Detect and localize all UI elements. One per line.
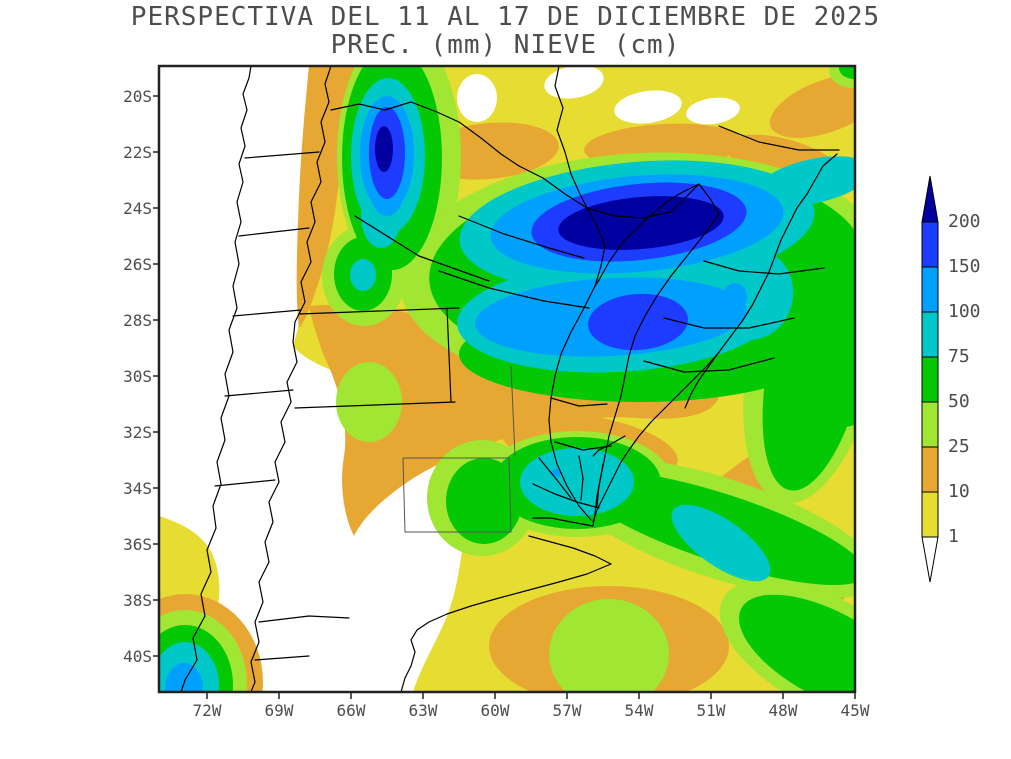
x-tick-label: 48W	[768, 701, 798, 720]
y-tick-label: 22S	[123, 143, 152, 162]
colorbar-label: 50	[948, 391, 970, 412]
y-tick-label: 26S	[123, 255, 152, 274]
x-tick-label: 57W	[552, 701, 582, 720]
x-tick-label: 66W	[336, 701, 366, 720]
map-title: PERSPECTIVA DEL 11 AL 17 DE DICIEMBRE DE…	[130, 2, 881, 32]
colorbar	[921, 175, 939, 583]
colorbar-label: 75	[948, 346, 970, 367]
plot-frame	[157, 64, 857, 694]
y-tick-label: 30S	[123, 367, 152, 386]
axis-ticks	[153, 95, 856, 699]
y-tick-label: 32S	[123, 423, 152, 442]
contour-field	[159, 66, 855, 692]
country-borders	[180, 66, 840, 692]
y-tick-label: 28S	[123, 311, 152, 330]
colorbar-label: 1	[948, 526, 959, 547]
x-tick-label: 60W	[480, 701, 510, 720]
y-tick-label: 40S	[123, 647, 152, 666]
map-subtitle: PREC. (mm) NIEVE (cm)	[330, 30, 681, 60]
y-tick-label: 20S	[123, 87, 152, 106]
x-tick-label: 45W	[840, 701, 870, 720]
x-tick-label: 63W	[408, 701, 438, 720]
y-tick-label: 36S	[123, 535, 152, 554]
province-borders	[402, 365, 516, 533]
y-tick-label: 34S	[123, 479, 152, 498]
colorbar-label: 200	[948, 211, 981, 232]
x-tick-label: 69W	[264, 701, 294, 720]
x-tick-label: 54W	[624, 701, 654, 720]
colorbar-label: 100	[948, 301, 981, 322]
y-tick-label: 38S	[123, 591, 152, 610]
colorbar-label: 10	[948, 481, 970, 502]
precipitation-map	[153, 64, 857, 699]
colorbar-label: 25	[948, 436, 970, 457]
colorbar-label: 150	[948, 256, 981, 277]
x-tick-label: 51W	[696, 701, 726, 720]
y-tick-label: 24S	[123, 199, 152, 218]
x-tick-label: 72W	[192, 701, 222, 720]
